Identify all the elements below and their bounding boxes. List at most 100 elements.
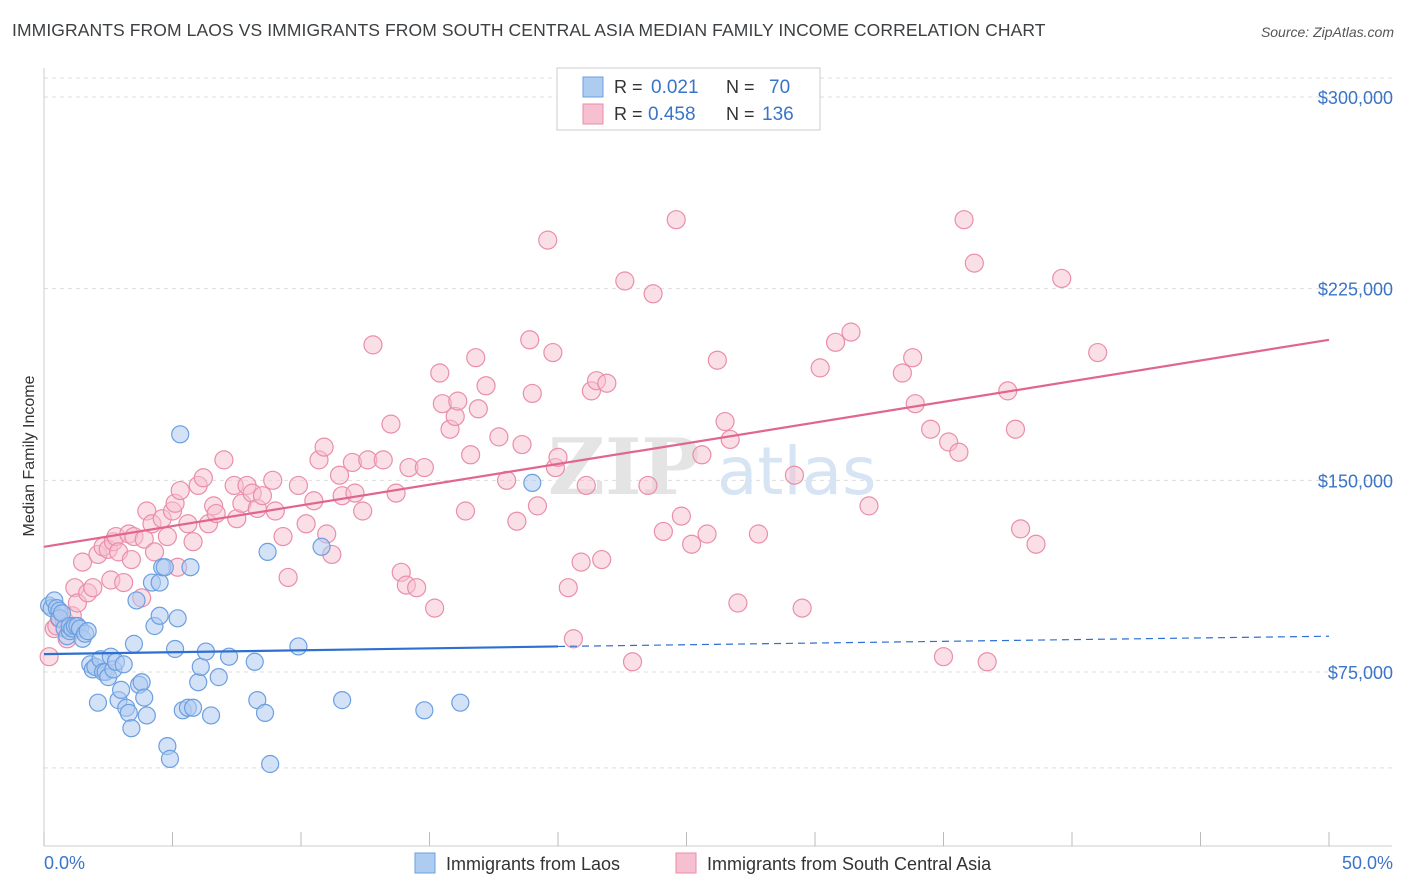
legend-r-value-sca: 0.458	[648, 104, 696, 125]
point-south-central-asia	[1005, 419, 1026, 439]
point-south-central-asia	[363, 335, 383, 355]
point-laos	[312, 537, 331, 556]
watermark-zip: ZIP	[548, 422, 700, 513]
point-south-central-asia	[170, 480, 190, 501]
point-laos	[181, 558, 200, 577]
point-laos	[415, 701, 434, 720]
series-south-central-asia	[39, 210, 1108, 672]
point-south-central-asia	[1010, 519, 1031, 539]
point-south-central-asia	[430, 363, 450, 383]
point-south-central-asia	[558, 578, 578, 598]
legend-swatch-south-central-asia	[582, 103, 604, 125]
legend-n-label-laos: N =	[726, 77, 755, 97]
point-south-central-asia	[345, 483, 365, 503]
y-tick-labels: $75,000 $150,000 $225,000 $300,000	[1318, 88, 1393, 683]
point-south-central-asia	[784, 465, 805, 485]
point-laos	[160, 749, 180, 768]
point-south-central-asia	[841, 322, 861, 342]
point-laos	[132, 673, 151, 692]
point-south-central-asia	[543, 342, 563, 363]
point-laos	[209, 668, 228, 687]
point-south-central-asia	[386, 483, 406, 503]
point-laos	[111, 680, 131, 699]
legend-n-value-sca: 136	[762, 104, 794, 125]
point-south-central-asia	[183, 532, 203, 552]
point-laos	[137, 706, 156, 725]
x-tick-label-0: 0.0%	[44, 853, 85, 873]
point-south-central-asia	[288, 475, 309, 496]
point-south-central-asia	[193, 468, 213, 488]
point-south-central-asia	[903, 348, 923, 368]
point-laos	[165, 639, 185, 659]
point-laos	[171, 425, 190, 444]
point-south-central-asia	[476, 376, 496, 396]
point-laos	[201, 706, 221, 725]
y-tick-label: $75,000	[1328, 663, 1393, 683]
point-laos	[523, 473, 542, 492]
point-south-central-asia	[520, 330, 540, 350]
y-tick-label: $150,000	[1318, 471, 1393, 491]
point-laos	[183, 698, 203, 717]
point-laos	[124, 634, 144, 653]
point-south-central-asia	[296, 514, 316, 534]
y-tick-label: $225,000	[1318, 280, 1393, 300]
point-laos	[189, 673, 208, 692]
point-south-central-asia	[707, 350, 727, 370]
point-laos	[245, 652, 264, 671]
series-legend-label-sca: Immigrants from South Central Asia	[707, 854, 992, 874]
point-south-central-asia	[414, 457, 434, 478]
x-tick-label-50: 50.0%	[1342, 853, 1393, 873]
point-south-central-asia	[353, 501, 373, 521]
point-laos	[78, 622, 97, 641]
point-south-central-asia	[381, 414, 401, 434]
point-south-central-asia	[448, 391, 468, 411]
point-south-central-asia	[892, 363, 912, 383]
point-south-central-asia	[921, 419, 941, 439]
source-credit: Source: ZipAtlas.com	[1260, 24, 1394, 40]
point-south-central-asia	[810, 358, 830, 378]
point-south-central-asia	[728, 593, 748, 613]
legend-n-label-sca: N =	[726, 104, 755, 124]
point-south-central-asia	[512, 434, 532, 455]
point-south-central-asia	[527, 496, 548, 516]
point-south-central-asia	[571, 552, 591, 572]
point-south-central-asia	[214, 450, 234, 470]
point-south-central-asia	[114, 572, 134, 593]
x-ticks	[43, 832, 1330, 846]
point-south-central-asia	[72, 552, 93, 572]
point-south-central-asia	[563, 629, 584, 649]
legend-r-label-laos: R =	[614, 77, 643, 97]
point-south-central-asia	[576, 475, 596, 496]
point-south-central-asia	[638, 475, 658, 496]
point-south-central-asia	[715, 411, 735, 432]
point-south-central-asia	[314, 437, 334, 457]
point-south-central-asia	[682, 534, 702, 554]
point-south-central-asia	[121, 549, 141, 570]
y-axis-title: Median Family Income	[21, 375, 38, 536]
point-south-central-asia	[697, 524, 717, 544]
point-south-central-asia	[468, 399, 488, 419]
point-laos	[155, 558, 174, 577]
series-legend-swatch-sca	[675, 852, 697, 874]
point-south-central-asia	[1052, 268, 1072, 289]
point-south-central-asia	[671, 506, 691, 526]
legend-r-label-sca: R =	[614, 104, 643, 124]
point-south-central-asia	[304, 491, 324, 511]
trend-lines	[43, 338, 1330, 656]
point-south-central-asia	[964, 253, 984, 273]
point-south-central-asia	[933, 647, 954, 667]
point-south-central-asia	[653, 521, 673, 542]
point-south-central-asia	[263, 470, 283, 490]
point-laos	[122, 719, 141, 738]
point-south-central-asia	[461, 445, 481, 465]
point-laos	[150, 573, 169, 592]
point-south-central-asia	[548, 447, 568, 467]
point-south-central-asia	[252, 486, 273, 506]
point-south-central-asia	[666, 210, 686, 230]
point-south-central-asia	[522, 383, 542, 404]
point-south-central-asia	[622, 652, 643, 672]
point-south-central-asia	[329, 465, 350, 485]
point-laos	[191, 657, 210, 676]
point-laos	[258, 542, 277, 561]
watermark: ZIP atlas	[548, 422, 877, 513]
